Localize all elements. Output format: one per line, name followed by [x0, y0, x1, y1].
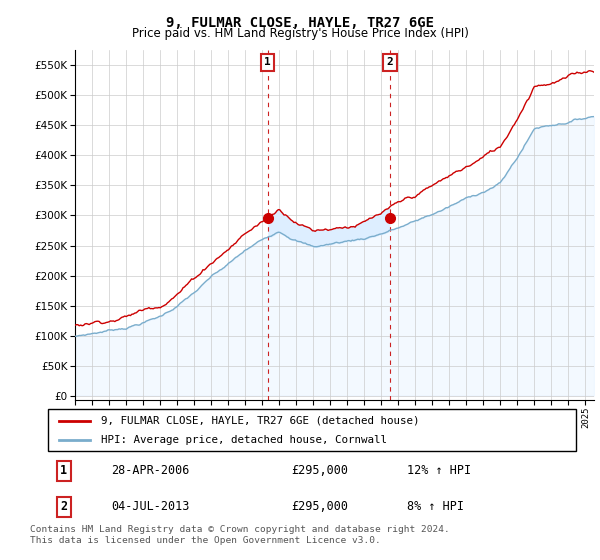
Text: 04-JUL-2013: 04-JUL-2013 — [112, 500, 190, 513]
Text: 9, FULMAR CLOSE, HAYLE, TR27 6GE (detached house): 9, FULMAR CLOSE, HAYLE, TR27 6GE (detach… — [101, 416, 419, 426]
Text: £295,000: £295,000 — [291, 464, 348, 477]
Text: £295,000: £295,000 — [291, 500, 348, 513]
Text: 28-APR-2006: 28-APR-2006 — [112, 464, 190, 477]
Text: 1: 1 — [60, 464, 67, 477]
Text: 1: 1 — [264, 58, 271, 67]
Text: 2: 2 — [386, 58, 394, 67]
Text: Contains HM Land Registry data © Crown copyright and database right 2024.
This d: Contains HM Land Registry data © Crown c… — [30, 525, 450, 545]
Text: 12% ↑ HPI: 12% ↑ HPI — [407, 464, 471, 477]
Text: 2: 2 — [60, 500, 67, 513]
Text: 8% ↑ HPI: 8% ↑ HPI — [407, 500, 464, 513]
Text: Price paid vs. HM Land Registry's House Price Index (HPI): Price paid vs. HM Land Registry's House … — [131, 27, 469, 40]
Text: HPI: Average price, detached house, Cornwall: HPI: Average price, detached house, Corn… — [101, 435, 387, 445]
Text: 9, FULMAR CLOSE, HAYLE, TR27 6GE: 9, FULMAR CLOSE, HAYLE, TR27 6GE — [166, 16, 434, 30]
